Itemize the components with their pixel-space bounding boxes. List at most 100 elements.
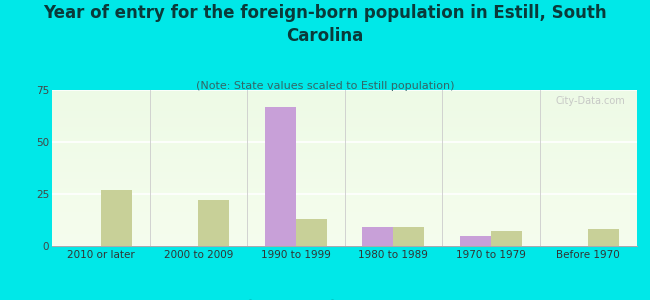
Bar (52, 192, 637, 193)
Bar (52, 211, 637, 212)
Bar (52, 114, 637, 115)
Bar (52, 189, 637, 190)
Bar (52, 119, 637, 120)
Bar (52, 123, 637, 124)
Bar (362, 227, 393, 246)
Bar (52, 126, 637, 127)
Bar (52, 125, 637, 126)
Bar (52, 208, 637, 209)
Bar (52, 169, 637, 170)
Bar (52, 147, 637, 148)
Bar (265, 106, 296, 246)
Bar (52, 186, 637, 187)
Bar (52, 198, 637, 199)
Bar (52, 205, 637, 206)
Bar (52, 204, 637, 205)
Bar (52, 223, 637, 224)
Bar (52, 98, 637, 99)
Bar (52, 193, 637, 194)
Bar (52, 112, 637, 113)
Bar (52, 140, 637, 141)
Bar (52, 241, 637, 242)
Bar (52, 229, 637, 230)
Bar (52, 203, 637, 204)
Bar (588, 230, 619, 246)
Bar (52, 95, 637, 96)
Bar (52, 212, 637, 213)
Bar (52, 108, 637, 109)
Bar (52, 194, 637, 195)
Bar (52, 179, 637, 180)
Bar (52, 216, 637, 217)
Bar (52, 224, 637, 225)
Bar (52, 220, 637, 221)
Bar (52, 149, 637, 150)
Bar (52, 217, 637, 218)
Bar (491, 231, 522, 246)
Bar (52, 214, 637, 215)
Bar (52, 197, 637, 198)
Bar (52, 104, 637, 105)
Bar (52, 178, 637, 179)
Bar (52, 167, 637, 168)
Bar (52, 148, 637, 149)
Bar (52, 151, 637, 152)
Bar (52, 94, 637, 95)
Bar (52, 146, 637, 147)
Bar (52, 159, 637, 160)
Bar (52, 156, 637, 157)
Bar (52, 171, 637, 172)
Bar (52, 150, 637, 151)
Bar (52, 232, 637, 233)
Bar (52, 176, 637, 177)
Bar (52, 201, 637, 202)
Bar (52, 200, 637, 201)
Bar (52, 206, 637, 207)
Bar (52, 115, 637, 116)
Bar (52, 96, 637, 97)
Bar (52, 106, 637, 107)
Bar (52, 92, 637, 93)
Bar (52, 239, 637, 240)
Bar (52, 163, 637, 164)
Bar (52, 180, 637, 181)
Bar (52, 127, 637, 128)
Bar (52, 237, 637, 238)
Bar (393, 227, 424, 246)
Bar (52, 183, 637, 184)
Bar (52, 235, 637, 236)
Bar (52, 99, 637, 100)
Bar (52, 228, 637, 229)
Bar (52, 161, 637, 162)
Bar (52, 136, 637, 137)
Bar (52, 202, 637, 203)
Bar (52, 129, 637, 130)
Bar (52, 170, 637, 171)
Bar (52, 218, 637, 219)
Bar (52, 210, 637, 211)
Bar (460, 236, 491, 246)
Bar (52, 138, 637, 139)
Bar (52, 199, 637, 200)
Bar (52, 122, 637, 123)
Bar (52, 209, 637, 210)
Text: Year of entry for the foreign-born population in Estill, South
Carolina: Year of entry for the foreign-born popul… (43, 4, 607, 45)
Bar (52, 97, 637, 98)
Bar (52, 215, 637, 216)
Bar (52, 191, 637, 192)
Bar (52, 137, 637, 138)
Bar (52, 145, 637, 146)
Bar (52, 158, 637, 159)
Bar (52, 109, 637, 110)
Bar (52, 93, 637, 94)
Bar (52, 139, 637, 140)
Bar (52, 227, 637, 228)
Bar (52, 207, 637, 208)
Bar (52, 102, 637, 103)
Bar (52, 103, 637, 104)
Bar (52, 244, 637, 245)
Bar (52, 116, 637, 117)
Bar (52, 105, 637, 106)
Bar (52, 245, 637, 246)
Bar (52, 118, 637, 119)
